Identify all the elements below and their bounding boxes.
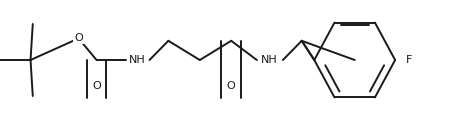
Text: O: O bbox=[227, 81, 236, 91]
Text: NH: NH bbox=[261, 55, 278, 65]
Text: F: F bbox=[405, 55, 412, 65]
Text: O: O bbox=[92, 81, 101, 91]
Text: NH: NH bbox=[128, 55, 145, 65]
Text: O: O bbox=[74, 33, 83, 43]
